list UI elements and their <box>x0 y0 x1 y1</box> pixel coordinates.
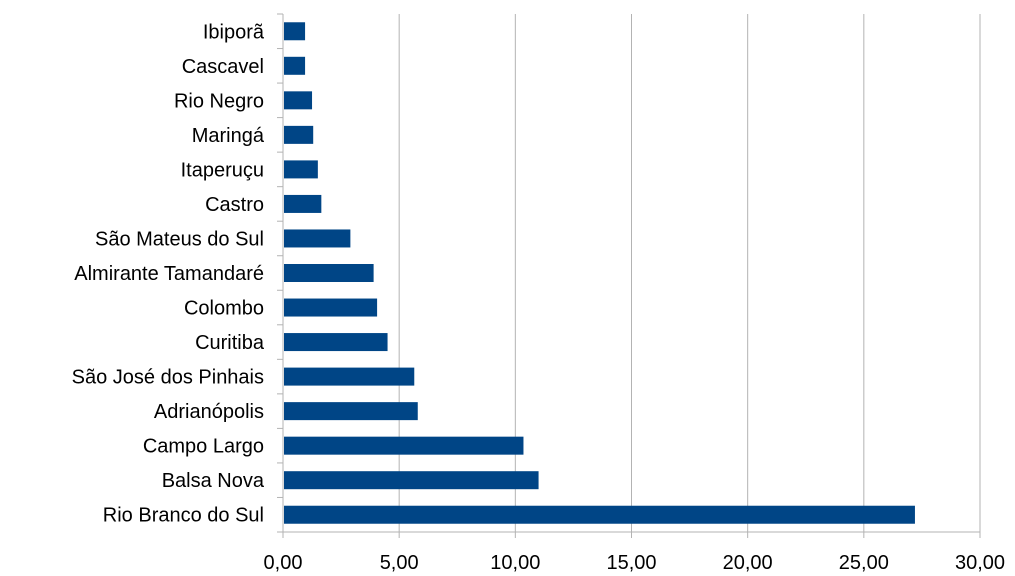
bar <box>284 229 351 248</box>
category-label: Cascavel <box>182 56 264 78</box>
bar <box>284 298 378 317</box>
bar <box>284 125 314 144</box>
category-label: São Mateus do Sul <box>95 228 264 250</box>
category-label: Rio Negro <box>174 90 264 112</box>
bars <box>284 22 915 524</box>
bar <box>284 436 524 455</box>
category-label: Colombo <box>184 298 264 320</box>
bar <box>284 160 318 179</box>
category-label: Curitiba <box>195 332 265 354</box>
category-labels: Ibiporã Cascavel Rio Negro Maringá Itaperuçu… <box>72 21 265 526</box>
bar <box>284 194 322 213</box>
bar <box>284 91 313 110</box>
bar <box>284 402 418 421</box>
category-label: Campo Largo <box>143 436 264 458</box>
x-tick-label: 20,00 <box>723 552 773 574</box>
category-label: Almirante Tamandaré <box>74 263 264 285</box>
x-tick-label: 25,00 <box>839 552 889 574</box>
bar <box>284 56 306 75</box>
category-label: Balsa Nova <box>162 470 265 492</box>
bar <box>284 264 374 282</box>
bar <box>284 471 539 490</box>
category-label: São José dos Pinhais <box>72 367 264 389</box>
category-label: Adrianópolis <box>154 401 264 423</box>
x-tick-label: 5,00 <box>380 552 419 574</box>
category-label: Castro <box>205 194 264 216</box>
category-label: Maringá <box>192 125 265 147</box>
bar <box>284 367 415 386</box>
x-tick-label: 10,00 <box>490 552 540 574</box>
x-tick-label: 30,00 <box>955 552 1005 574</box>
x-tick-label: 0,00 <box>264 552 303 574</box>
category-label: Itaperuçu <box>181 159 264 181</box>
category-label: Rio Branco do Sul <box>103 505 264 527</box>
x-tick-label: 15,00 <box>606 552 656 574</box>
bar <box>284 333 388 352</box>
axes <box>277 13 981 538</box>
bar <box>284 22 306 41</box>
category-label: Ibiporã <box>203 21 265 43</box>
x-tick-labels: 0,00 5,00 10,00 15,00 20,00 25,00 30,00 <box>264 552 1006 574</box>
bar <box>284 505 915 524</box>
